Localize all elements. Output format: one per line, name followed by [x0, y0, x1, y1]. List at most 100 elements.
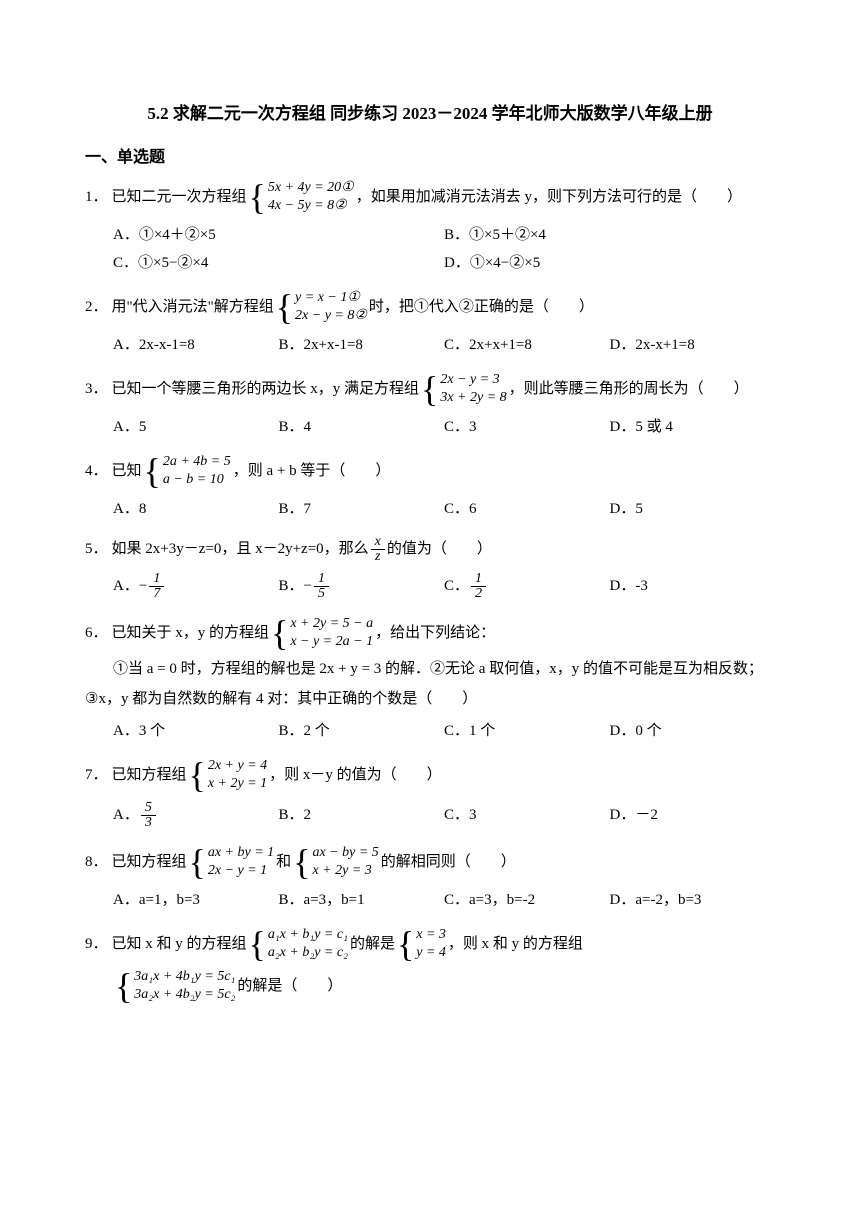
brace-icon: { [271, 615, 288, 651]
q6-post: ，给出下列结论： [375, 621, 495, 645]
q4-opt-c: C．6 [444, 495, 610, 523]
q1-eq1: 5x + 4y = 20① [268, 179, 354, 197]
q9-post: ，则 x 和 y 的方程组 [448, 932, 583, 956]
q2-num: 2． [85, 295, 108, 319]
question-1: 1． 已知二元一次方程组 { 5x + 4y = 20① 4x − 5y = 8… [85, 179, 775, 277]
q7-num: 7． [85, 763, 108, 787]
question-2: 2． 用"代入消元法"解方程组 { y = x − 1① 2x − y = 8②… [85, 289, 775, 359]
q8-eq2a: 2x − y = 1 [208, 862, 274, 880]
q9-mid: 的解是 [350, 932, 395, 956]
question-5: 5． 如果 2x+3y－z=0，且 x－2y+z=0，那么 x z 的值为（ ）… [85, 535, 775, 603]
q9-post2: 的解是（ ） [237, 974, 342, 998]
q9-eq1a: a₁x + b₁y = c₁ [268, 926, 348, 944]
q5-opt-a: A．− 17 [113, 570, 279, 603]
q3-opt-b: B．4 [279, 413, 445, 441]
q1-opt-c: C．①×5−②×4 [113, 249, 444, 277]
q5-opt-b: B．− 15 [279, 570, 445, 603]
brace-icon: { [249, 926, 266, 962]
q4-opt-a: A．8 [113, 495, 279, 523]
q7-opt-c: C．3 [444, 799, 610, 832]
q9-eq1c: 3a₁x + 4b₁y = 5c₁ [134, 968, 235, 986]
q5-pre: 如果 2x+3y－z=0，且 x－2y+z=0，那么 [112, 537, 369, 561]
q5-opt-c: C． 12 [444, 570, 610, 603]
q6-eq2: x − y = 2a − 1 [290, 633, 373, 651]
q7-opt-d: D．－2 [610, 799, 776, 832]
section-header: 一、单选题 [85, 145, 775, 171]
q5-post: 的值为（ ） [387, 537, 492, 561]
q4-num: 4． [85, 459, 108, 483]
q9-pre: 已知 x 和 y 的方程组 [112, 932, 247, 956]
q2-opt-a: A．2x-x-1=8 [113, 331, 279, 359]
q4-opt-b: B．7 [279, 495, 445, 523]
q6-pre: 已知关于 x，y 的方程组 [112, 621, 270, 645]
q6-opt-a: A．3 个 [113, 717, 279, 745]
q7-opt-a: A． 53 [113, 799, 279, 832]
q9-eq2c: 3a₂x + 4b₂y = 5c₂ [134, 986, 235, 1004]
brace-icon: { [144, 453, 161, 489]
question-4: 4． 已知 { 2a + 4b = 5 a − b = 10 ，则 a + b … [85, 453, 775, 523]
q1-num: 1． [85, 185, 108, 209]
q3-eq1: 2x − y = 3 [440, 371, 506, 389]
q4-eq1: 2a + 4b = 5 [163, 453, 231, 471]
question-8: 8． 已知方程组 { ax + by = 1 2x − y = 1 和 { ax… [85, 844, 775, 914]
q1-eq2: 4x − 5y = 8② [268, 197, 354, 215]
q2-opt-b: B．2x+x-1=8 [279, 331, 445, 359]
q6-eq1: x + 2y = 5 − a [290, 615, 373, 633]
q9-num: 9． [85, 932, 108, 956]
q4-post: ，则 a + b 等于（ ） [233, 459, 391, 483]
q9-system-b: { x = 3 y = 4 [397, 926, 446, 962]
q9-eq2b: y = 4 [416, 944, 446, 962]
brace-icon: { [189, 844, 206, 880]
q3-num: 3． [85, 377, 108, 401]
q4-opt-d: D．5 [610, 495, 776, 523]
brace-icon: { [249, 179, 266, 215]
q4-system: { 2a + 4b = 5 a − b = 10 [144, 453, 231, 489]
q4-pre: 已知 [112, 459, 142, 483]
q6-num: 6． [85, 621, 108, 645]
q3-opt-d: D．5 或 4 [610, 413, 776, 441]
q2-eq1: y = x − 1① [295, 289, 367, 307]
q7-post: ，则 x－y 的值为（ ） [269, 763, 442, 787]
q8-opt-b: B．a=3，b=1 [279, 886, 445, 914]
q8-eq1b: ax − by = 5 [312, 844, 378, 862]
q8-eq2b: x + 2y = 3 [312, 862, 378, 880]
q6-line3: ③x，y 都为自然数的解有 4 对：其中正确的个数是（ ） [85, 687, 775, 711]
q6-opt-c: C．1 个 [444, 717, 610, 745]
q8-system-b: { ax − by = 5 x + 2y = 3 [293, 844, 379, 880]
q5-frac: x z [371, 535, 385, 564]
q7-eq2: x + 2y = 1 [208, 775, 267, 793]
q1-opt-b: B．①×5＋②×4 [444, 221, 775, 249]
q3-system: { 2x − y = 3 3x + 2y = 8 [421, 371, 507, 407]
q7-pre: 已知方程组 [112, 763, 187, 787]
q9-system-c: { 3a₁x + 4b₁y = 5c₁ 3a₂x + 4b₂y = 5c₂ [115, 968, 235, 1004]
q7-system: { 2x + y = 4 x + 2y = 1 [189, 757, 268, 793]
q6-opt-d: D．0 个 [610, 717, 776, 745]
q2-eq2: 2x − y = 8② [295, 307, 367, 325]
q8-eq1a: ax + by = 1 [208, 844, 274, 862]
q3-opt-a: A．5 [113, 413, 279, 441]
q1-opt-a: A．①×4＋②×5 [113, 221, 444, 249]
question-3: 3． 已知一个等腰三角形的两边长 x，y 满足方程组 { 2x − y = 3 … [85, 371, 775, 441]
q9-line2: { 3a₁x + 4b₁y = 5c₁ 3a₂x + 4b₂y = 5c₂ 的解… [85, 968, 775, 1004]
brace-icon: { [293, 844, 310, 880]
q7-opt-b: B．2 [279, 799, 445, 832]
q8-pre: 已知方程组 [112, 850, 187, 874]
q1-system: { 5x + 4y = 20① 4x − 5y = 8② [249, 179, 354, 215]
q8-mid: 和 [276, 850, 291, 874]
q2-system: { y = x − 1① 2x − y = 8② [276, 289, 367, 325]
q4-eq2: a − b = 10 [163, 471, 231, 489]
brace-icon: { [421, 371, 438, 407]
q8-opt-d: D．a=-2，b=3 [610, 886, 776, 914]
question-7: 7． 已知方程组 { 2x + y = 4 x + 2y = 1 ，则 x－y … [85, 757, 775, 832]
q8-num: 8． [85, 850, 108, 874]
q8-opt-a: A．a=1，b=3 [113, 886, 279, 914]
page-title: 5.2 求解二元一次方程组 同步练习 2023－2024 学年北师大版数学八年级… [85, 100, 775, 127]
q9-eq1b: x = 3 [416, 926, 446, 944]
q3-eq2: 3x + 2y = 8 [440, 389, 506, 407]
q9-system-a: { a₁x + b₁y = c₁ a₂x + b₂y = c₂ [249, 926, 348, 962]
brace-icon: { [276, 289, 293, 325]
question-9: 9． 已知 x 和 y 的方程组 { a₁x + b₁y = c₁ a₂x + … [85, 926, 775, 1004]
q1-opt-d: D．①×4−②×5 [444, 249, 775, 277]
q6-line2: ①当 a = 0 时，方程组的解也是 2x + y = 3 的解．②无论 a 取… [85, 657, 775, 681]
brace-icon: { [189, 757, 206, 793]
